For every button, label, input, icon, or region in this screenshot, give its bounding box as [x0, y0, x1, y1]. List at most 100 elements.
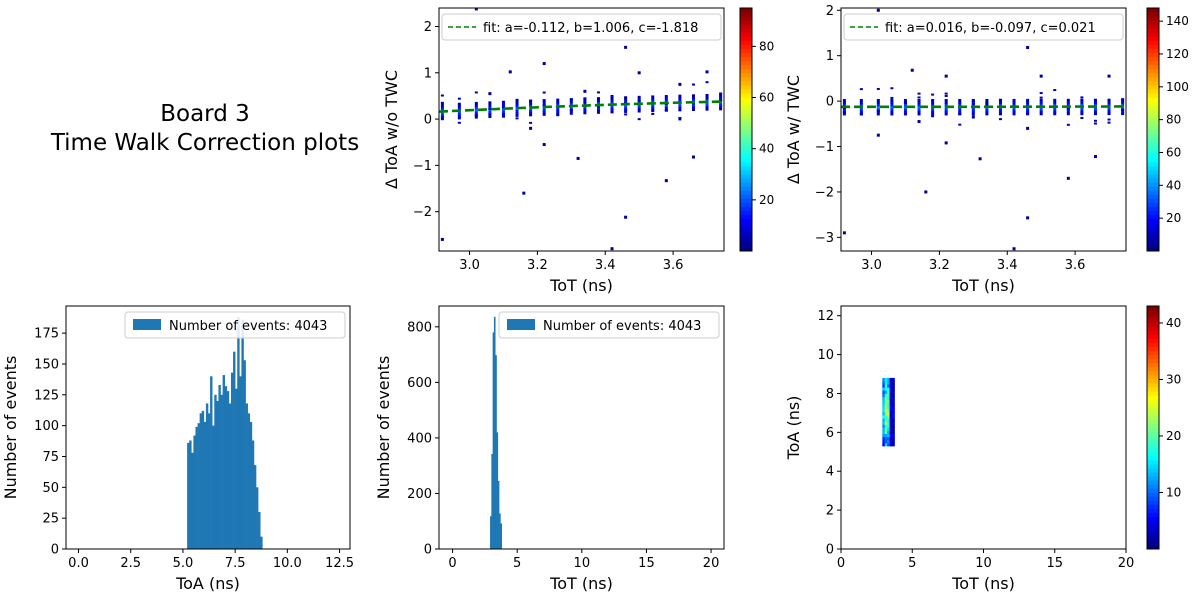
- colorbar-segment: [1147, 532, 1159, 538]
- colorbar-segment: [1147, 350, 1159, 356]
- colorbar-segment: [740, 186, 752, 191]
- x-tick-label: 5: [908, 556, 916, 571]
- heatmap-cell: [859, 99, 863, 102]
- legend-box: [441, 13, 722, 41]
- heatmap-cell: [887, 427, 890, 431]
- colorbar-segment: [1147, 451, 1159, 457]
- colorbar-segment: [740, 52, 752, 58]
- heatmap-cell: [884, 433, 888, 438]
- heatmap-cell: [501, 115, 505, 118]
- histogram-bar: [189, 440, 192, 549]
- colorbar-segment: [1147, 137, 1159, 143]
- heatmap-outlier-cell: [678, 82, 682, 86]
- heatmap-cell: [998, 118, 1002, 121]
- histogram-bar: [230, 372, 234, 549]
- heatmap-cell: [892, 433, 895, 438]
- colorbar-segment: [1147, 109, 1159, 114]
- heatmap-cell: [998, 108, 1002, 111]
- x-tick-label: 0.0: [68, 556, 89, 571]
- colorbar-segment: [740, 133, 752, 139]
- x-tick-label: 10.0: [273, 556, 302, 571]
- heatmap-cell: [583, 99, 587, 103]
- y-tick-label: 75: [42, 450, 59, 465]
- heatmap-cell: [1066, 98, 1070, 102]
- heatmap-cell: [624, 98, 628, 102]
- heatmap-cell: [889, 427, 893, 431]
- heatmap-cell: [842, 99, 846, 102]
- colorbar-segment: [1147, 170, 1159, 175]
- heatmap-cell: [624, 113, 628, 116]
- heatmap-cell: [882, 411, 886, 416]
- heatmap-cell: [889, 402, 893, 407]
- colorbar-tick-label: 10: [1166, 485, 1181, 499]
- heatmap-cell: [998, 101, 1002, 105]
- colorbar-segment: [1147, 246, 1159, 252]
- heatmap-cell: [583, 97, 587, 100]
- heatmap-cell: [1107, 107, 1111, 111]
- colorbar-segment: [1147, 28, 1159, 33]
- heatmap-cell: [1080, 117, 1084, 120]
- heatmap-cell: [931, 99, 935, 102]
- heatmap-outlier-cell: [944, 74, 948, 78]
- heatmap-cell: [882, 408, 886, 413]
- x-tick-label: 10: [574, 556, 591, 571]
- heatmap-cell: [624, 105, 628, 109]
- heatmap-cell: [887, 421, 890, 425]
- chart-toa-vs-tot: 0 5 10 15 20 0 2 4 6 8 10 12 ToT (ns) ToA (ns) 10 20 30 4…: [784, 305, 1181, 593]
- heatmap-cell: [610, 96, 614, 100]
- heatmap-cell: [889, 433, 893, 438]
- colorbar-segment: [1147, 48, 1159, 54]
- plot-frame: [438, 305, 725, 550]
- y-tick-label: −3: [815, 231, 834, 246]
- x-tick-label: 0: [448, 556, 456, 571]
- heatmap-cell: [691, 98, 695, 102]
- colorbar-segment: [1147, 504, 1159, 509]
- heatmap-cell: [889, 439, 893, 444]
- heatmap-cell: [889, 424, 893, 428]
- heatmap-outlier-cell: [542, 62, 546, 66]
- colorbar-segment: [1147, 97, 1159, 102]
- histogram-bars: [490, 316, 502, 549]
- heatmap-cell: [884, 384, 888, 388]
- heatmap-cell: [1107, 118, 1111, 121]
- heatmap-cell: [958, 103, 962, 107]
- heatmap-cell: [457, 116, 461, 120]
- heatmap-cell: [488, 110, 492, 114]
- heatmap-cell: [892, 427, 895, 431]
- y-tick-label: 150: [34, 357, 59, 372]
- colorbar-segment: [740, 137, 752, 143]
- heatmap-cell: [958, 108, 962, 111]
- heatmap-cell: [884, 421, 888, 425]
- colorbar-segment: [1147, 500, 1159, 505]
- colorbar-segment: [1147, 516, 1159, 522]
- heatmap-cell: [529, 108, 533, 112]
- heatmap-cell: [889, 384, 893, 388]
- heatmap-cell: [958, 112, 962, 115]
- heatmap-cell: [859, 108, 863, 111]
- heatmap-cell: [501, 107, 505, 111]
- heatmap-cell: [474, 111, 478, 115]
- histogram-bar: [256, 487, 259, 549]
- y-tick-label: −2: [413, 205, 432, 220]
- heatmap-outlier-cell: [876, 8, 880, 12]
- heatmap-outlier-cell: [542, 143, 546, 147]
- colorbar-segment: [740, 113, 752, 118]
- legend-box: [843, 13, 1124, 41]
- heatmap-outlier-cell: [910, 68, 914, 72]
- colorbar-segment: [1147, 407, 1159, 412]
- heatmap-outlier-cell: [624, 215, 628, 219]
- heatmap-cell: [882, 384, 886, 388]
- colorbar-segment: [1147, 64, 1159, 70]
- heatmap-cell: [859, 113, 863, 116]
- heatmap-cell: [1093, 101, 1097, 104]
- heatmap-cell: [624, 96, 628, 100]
- heatmap-cell: [1012, 107, 1016, 111]
- heatmap-cell: [882, 433, 886, 438]
- colorbar-segment: [1147, 346, 1159, 352]
- colorbar-segment: [1147, 234, 1159, 240]
- heatmap-cell: [1080, 98, 1084, 102]
- colorbar-segment: [1147, 476, 1159, 481]
- heatmap-cell: [1012, 112, 1016, 116]
- heatmap-cell: [596, 97, 600, 100]
